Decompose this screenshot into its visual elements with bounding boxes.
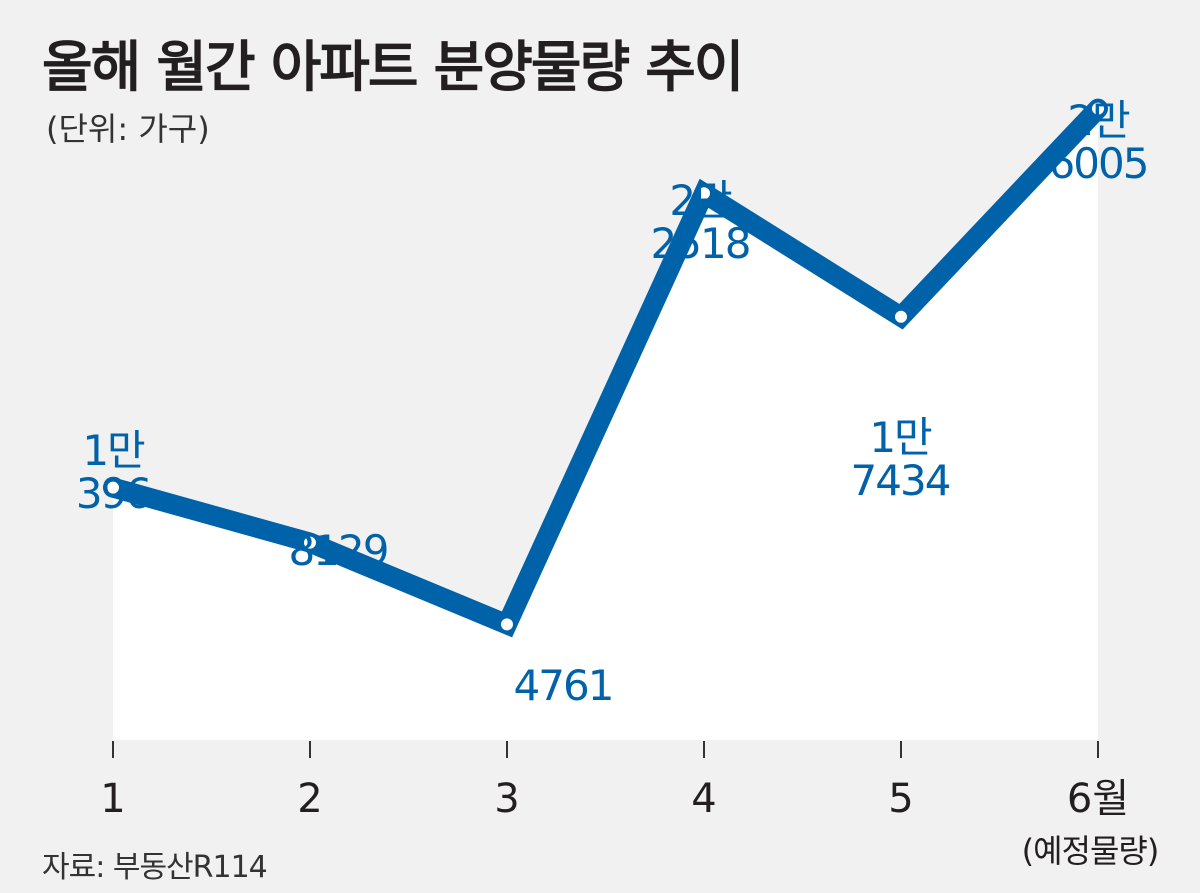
data-label: 1만 xyxy=(82,426,145,475)
chart-title: 올해 월간 아파트 분양물량 추이 xyxy=(42,35,744,99)
x-tick-label: 5 xyxy=(888,776,913,822)
data-label: 2만 xyxy=(1067,96,1130,145)
data-point xyxy=(893,308,909,325)
data-point xyxy=(696,185,712,202)
data-point xyxy=(499,616,515,633)
x-tick-label: 4 xyxy=(691,776,716,822)
x-tick-label: 1 xyxy=(100,776,125,822)
x-tick-label: 3 xyxy=(494,776,519,822)
data-label: 396 xyxy=(76,469,150,518)
data-point xyxy=(105,479,121,496)
x-tick-label: 6월 xyxy=(1067,776,1129,822)
data-point xyxy=(302,534,318,551)
x-tick-sublabel: (예정물량) xyxy=(1022,832,1159,870)
unit-note: (단위: 가구) xyxy=(46,110,210,148)
data-point xyxy=(1090,100,1106,117)
data-label: 6005 xyxy=(1049,139,1148,188)
data-label: 4761 xyxy=(514,661,613,710)
data-label: 2518 xyxy=(651,219,750,268)
data-label: 7434 xyxy=(851,456,950,505)
x-tick-label: 2 xyxy=(297,776,322,822)
series-line xyxy=(103,98,1108,638)
data-label: 2만 xyxy=(669,176,732,225)
source-note: 자료: 부동산R114 xyxy=(42,850,268,885)
data-label: 1만 xyxy=(869,413,932,462)
data-label: 8129 xyxy=(289,526,388,575)
